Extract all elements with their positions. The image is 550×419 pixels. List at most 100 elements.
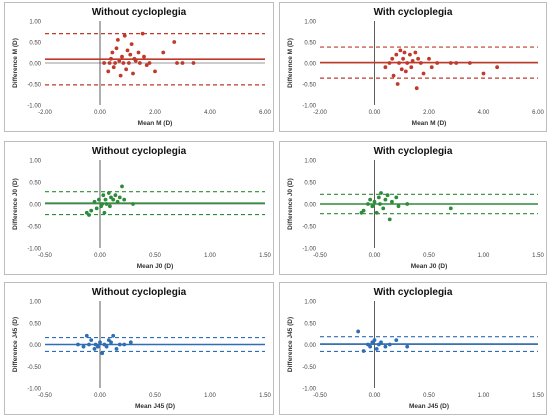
data-point <box>128 340 133 345</box>
data-point <box>390 56 395 61</box>
data-point <box>153 69 157 74</box>
x-tick-label: -0.50 <box>313 393 327 399</box>
x-axis-label: Mean J0 (D) <box>411 263 447 270</box>
y-tick-label: 1.00 <box>304 20 316 26</box>
data-point <box>408 52 412 57</box>
data-point <box>142 54 146 59</box>
x-tick-label: 0.00 <box>369 393 381 399</box>
data-point <box>427 56 431 61</box>
data-point <box>399 67 404 72</box>
data-point <box>84 333 89 338</box>
x-tick-label: 4.00 <box>478 110 490 116</box>
y-tick-label: -0.50 <box>302 225 316 231</box>
chart-panel-m-without: Without cycloplegia -1.00 -0.50 0.00 0.50 1.… <box>4 2 274 132</box>
y-tick-label: 1.00 <box>29 300 41 306</box>
data-point <box>95 344 100 349</box>
y-tick-label: 0.50 <box>29 41 41 47</box>
data-point <box>117 342 122 347</box>
data-point <box>125 48 130 53</box>
data-point <box>383 344 388 349</box>
y-tick-label: -1.00 <box>302 104 316 110</box>
y-axis-label: Difference J0 (D) <box>287 178 294 230</box>
data-point <box>467 61 472 65</box>
data-point <box>378 202 382 206</box>
data-point <box>387 61 392 65</box>
y-tick-label: 1.00 <box>304 159 316 165</box>
data-point <box>113 193 118 198</box>
data-point <box>374 346 379 351</box>
data-point <box>98 340 102 345</box>
x-axis-label: Mean M (D) <box>138 120 173 127</box>
panel-title: With cycloplegia <box>373 7 453 18</box>
data-point <box>395 82 400 86</box>
y-tick-label: -1.00 <box>27 104 41 110</box>
data-point <box>448 61 453 65</box>
y-tick-label: -0.50 <box>27 365 41 371</box>
data-point <box>390 199 394 204</box>
data-point <box>401 56 406 61</box>
x-tick-label: 1.00 <box>204 393 216 399</box>
scatter-plot: -1.00-0.500.000.501.00-0.50 0.00 0.50 1.00 1… <box>12 159 271 271</box>
data-point <box>106 191 111 195</box>
x-tick-label: 0.00 <box>369 110 381 116</box>
x-tick-label: 1.50 <box>532 253 544 259</box>
data-point <box>89 208 94 213</box>
data-point <box>370 204 375 209</box>
data-point <box>120 184 124 189</box>
y-tick-label: 0.00 <box>304 203 316 209</box>
data-point <box>454 61 459 65</box>
data-point <box>117 195 122 200</box>
data-point <box>383 197 388 202</box>
x-tick-label: 0.50 <box>149 253 161 259</box>
data-point <box>410 59 415 63</box>
y-axis-label: Difference M (D) <box>12 38 19 88</box>
data-point <box>180 61 185 65</box>
x-tick-label: -0.50 <box>313 253 327 259</box>
x-tick-label: 0.00 <box>94 110 106 116</box>
y-tick-label: -1.00 <box>27 247 41 253</box>
data-point <box>100 351 105 356</box>
chart-panel-j45-with: With cycloplegia -1.00 -0.50 0.00 0.50 1.00-… <box>279 282 547 415</box>
data-point <box>374 210 379 215</box>
data-point <box>421 71 426 76</box>
x-tick-label: 2.00 <box>149 110 161 116</box>
data-point <box>394 195 399 200</box>
x-tick-label: -2.00 <box>38 110 52 116</box>
data-point <box>108 204 112 209</box>
chart-panel-j0-without: Without cycloplegia -1.00 -0.50 0.00 0.50 1.… <box>4 141 274 275</box>
data-point <box>129 42 134 46</box>
data-point <box>175 61 179 65</box>
data-point <box>102 210 107 215</box>
data-point <box>97 197 101 202</box>
y-tick-label: 0.50 <box>304 181 316 187</box>
x-tick-label: 6.00 <box>532 110 544 116</box>
data-point <box>414 86 419 91</box>
data-point <box>76 342 80 347</box>
data-point <box>133 59 138 63</box>
data-point <box>379 191 383 195</box>
data-point <box>107 61 112 65</box>
y-tick-label: 0.50 <box>29 181 41 187</box>
scatter-plot: -1.00 -0.50 0.00 0.50 1.00 -2.00 0.00 2.00 4.00 6… <box>12 20 271 128</box>
scatter-plot: -1.00-0.500.000.501.00-0.50 0.00 0.50 1.00 1… <box>12 300 271 411</box>
x-tick-label: -0.50 <box>38 253 52 259</box>
data-point <box>111 333 116 338</box>
y-tick-label: 1.00 <box>29 159 41 165</box>
x-tick-label: 0.00 <box>369 253 381 259</box>
y-axis-label: Difference J45 (D) <box>12 317 19 372</box>
data-point <box>147 61 152 65</box>
data-point <box>416 56 420 61</box>
data-point <box>379 340 383 345</box>
data-point <box>383 65 388 70</box>
data-point <box>122 342 127 347</box>
y-tick-label: -1.00 <box>302 387 316 393</box>
data-point <box>161 50 166 55</box>
data-point <box>361 208 366 213</box>
y-axis-label: Difference J45 (D) <box>287 317 294 372</box>
x-tick-label: 2.00 <box>423 110 435 116</box>
data-point <box>405 61 410 65</box>
y-tick-label: -1.00 <box>302 247 316 253</box>
data-point <box>396 204 401 209</box>
data-point <box>403 69 408 74</box>
data-point <box>126 61 131 65</box>
